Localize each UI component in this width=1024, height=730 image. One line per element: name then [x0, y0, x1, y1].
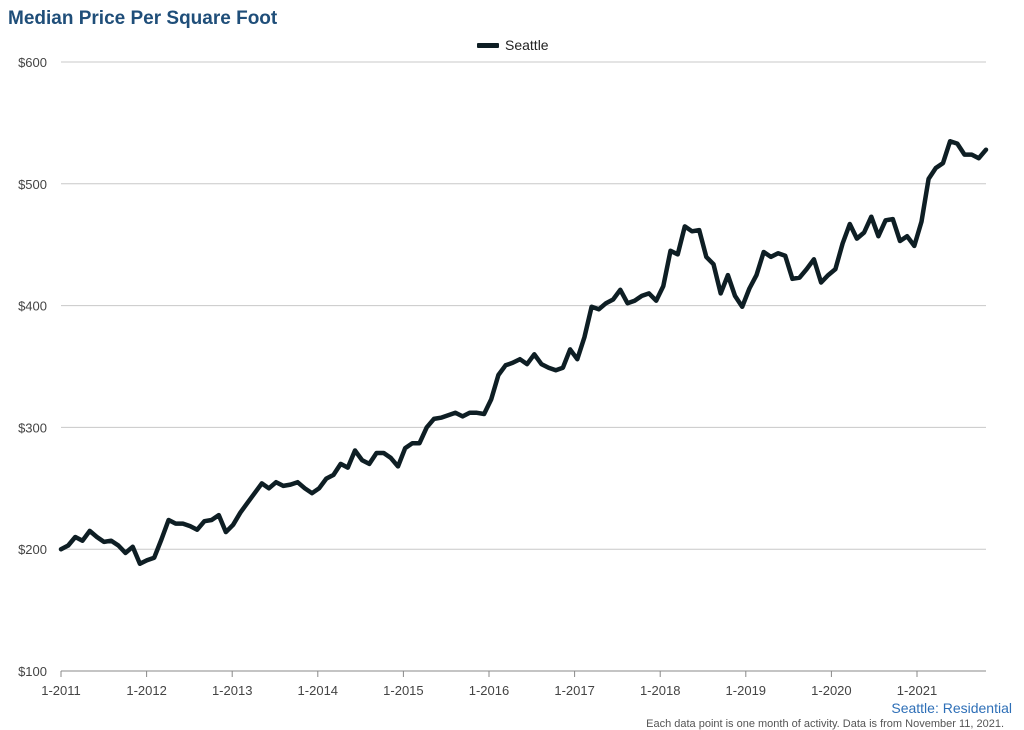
x-tick-label: 1-2011: [41, 683, 81, 698]
x-tick-label: 1-2021: [897, 683, 937, 698]
x-tick-label: 1-2013: [212, 683, 252, 698]
y-tick-label: $500: [18, 177, 47, 192]
source-label: Seattle: Residential: [891, 700, 1012, 716]
x-tick-label: 1-2019: [726, 683, 766, 698]
x-tick-label: 1-2014: [298, 683, 338, 698]
x-tick-label: 1-2017: [554, 683, 594, 698]
y-tick-label: $200: [18, 542, 47, 557]
x-tick-label: 1-2012: [126, 683, 166, 698]
x-tick-label: 1-2016: [469, 683, 509, 698]
y-tick-label: $300: [18, 420, 47, 435]
x-tick-label: 1-2018: [640, 683, 680, 698]
x-tick-label: 1-2015: [383, 683, 423, 698]
legend-swatch-seattle: [477, 42, 499, 48]
x-tick-label: 1-2020: [811, 683, 851, 698]
y-tick-label: $600: [18, 55, 47, 70]
legend-label-seattle: Seattle: [505, 37, 549, 53]
chart-title: Median Price Per Square Foot: [8, 8, 278, 29]
footnote: Each data point is one month of activity…: [646, 718, 1004, 730]
legend: Seattle: [477, 37, 549, 53]
y-tick-label: $400: [18, 299, 47, 314]
y-tick-label: $100: [18, 664, 47, 679]
series-line-seattle: [58, 138, 989, 567]
